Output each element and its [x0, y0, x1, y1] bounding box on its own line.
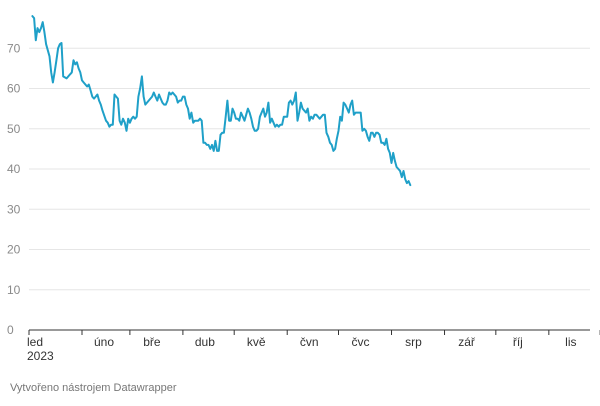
x-tick-label-8: zář: [458, 335, 476, 349]
x-tick-label-7: srp: [405, 335, 422, 349]
y-tick-label-0: 0: [7, 323, 14, 337]
series-line-0: [31, 15, 412, 187]
y-tick-label-40: 40: [7, 162, 21, 176]
x-tick-label-2: bře: [143, 335, 161, 349]
y-tick-label-10: 10: [7, 283, 21, 297]
x-tick-sublabel-year: 2023: [27, 349, 54, 363]
x-tick-label-5: čvn: [300, 335, 319, 349]
y-tick-label-70: 70: [7, 41, 21, 55]
x-tick-label-4: kvě: [247, 335, 266, 349]
y-tick-label-30: 30: [7, 202, 21, 216]
y-tick-label-20: 20: [7, 243, 21, 257]
x-tick-label-10: lis: [565, 335, 576, 349]
x-tick-label-1: úno: [94, 335, 114, 349]
credit-footer: Vytvořeno nástrojem Datawrapper: [10, 382, 177, 394]
x-tick-label-9: říj: [513, 335, 523, 349]
y-tick-label-60: 60: [7, 82, 21, 96]
x-tick-label-0: led: [27, 335, 43, 349]
x-tick-label-6: čvc: [352, 335, 370, 349]
y-tick-label-50: 50: [7, 122, 21, 136]
x-tick-label-3: dub: [195, 335, 215, 349]
